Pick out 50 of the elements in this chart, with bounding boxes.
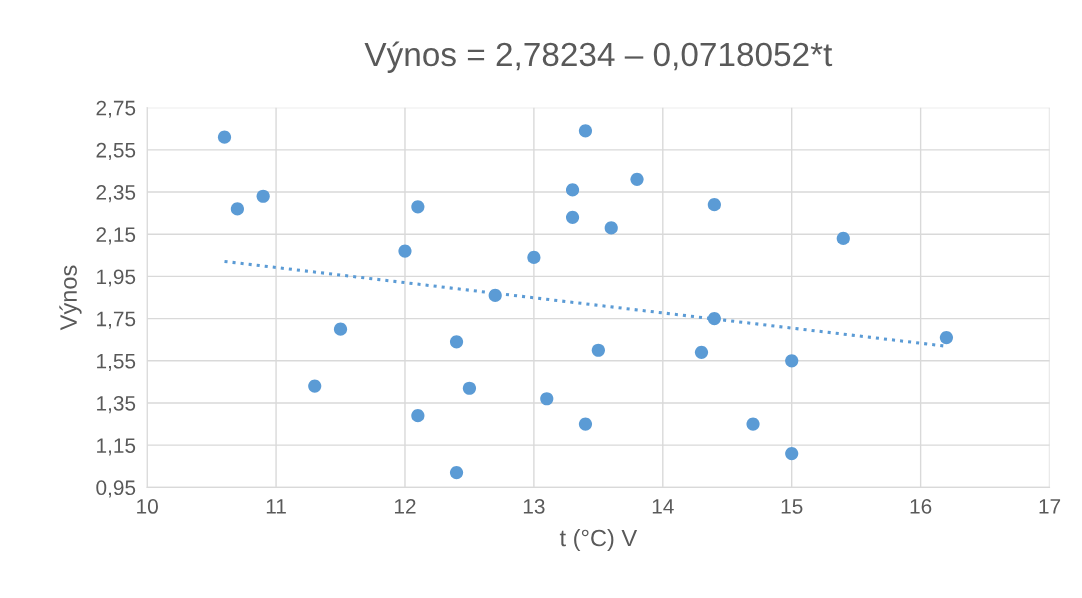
y-tick-label: 2,55: [96, 142, 136, 161]
point: [707, 198, 721, 212]
y-tick-label: 1,15: [97, 438, 136, 456]
point: [578, 124, 593, 138]
y-tick-label: 1,75: [97, 311, 136, 329]
y-tick-label: 1,35: [97, 395, 136, 414]
point: [411, 409, 425, 423]
x-tick-label: 16: [910, 499, 932, 514]
point: [411, 200, 425, 214]
point: [308, 379, 322, 393]
point: [604, 221, 618, 235]
point: [591, 343, 605, 357]
x-tick-label: 13: [523, 499, 545, 514]
point: [333, 322, 348, 336]
x-tick-label: 10: [137, 499, 158, 514]
y-tick-label: 2,75: [96, 100, 136, 118]
y-tick-label: 2,15: [96, 227, 136, 245]
x-tick-label: 12: [394, 499, 416, 514]
point: [398, 244, 412, 258]
point: [565, 183, 580, 197]
point: [488, 288, 502, 302]
y-tick-label: 2,35: [96, 185, 136, 203]
point: [565, 210, 580, 224]
y-tick-label: 1,55: [97, 354, 136, 372]
point: [256, 189, 270, 203]
x-tick-label: 15: [781, 499, 803, 514]
point: [540, 392, 554, 406]
y-tick-label: 1,95: [97, 269, 136, 287]
point: [462, 381, 477, 395]
point: [694, 345, 709, 359]
x-axis-title: t (°C) V: [559, 529, 638, 552]
y-tick-label: 0,95: [96, 480, 136, 498]
point: [217, 130, 232, 144]
point: [746, 417, 760, 431]
point: [449, 335, 464, 349]
point: [578, 417, 593, 431]
x-tick-label: 14: [652, 499, 674, 514]
point: [230, 202, 244, 216]
x-tick-label: 11: [266, 499, 286, 514]
point: [836, 231, 850, 246]
point: [630, 172, 644, 186]
y-axis-title: Výnos: [59, 265, 82, 331]
x-tick-label: 17: [1039, 499, 1061, 514]
chart-title: Výnos = 2,78234 – 0,0718052*t: [364, 41, 833, 73]
point: [449, 466, 464, 480]
point: [707, 312, 721, 326]
point: [785, 354, 799, 368]
point: [785, 447, 799, 461]
point: [939, 331, 953, 345]
point: [527, 250, 541, 265]
